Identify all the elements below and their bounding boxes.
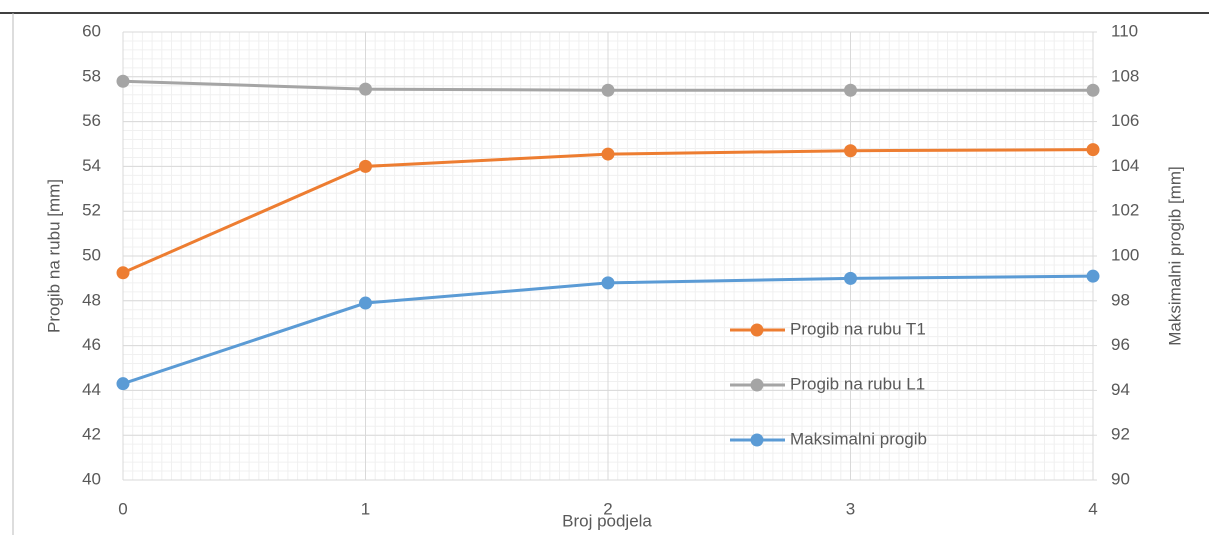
y-tick-label: 60 <box>82 21 101 40</box>
x-tick-label: 2 <box>603 499 612 518</box>
y2-tick-label: 94 <box>1111 380 1130 399</box>
y2-tick-label: 108 <box>1111 66 1139 85</box>
y2-tick-label: 98 <box>1111 290 1130 309</box>
point <box>116 266 130 280</box>
x-tick-label: 4 <box>1088 499 1097 518</box>
y-tick-label: 52 <box>82 201 101 220</box>
y-tick-label: 42 <box>82 425 101 444</box>
x-axis-title: Broj podjela <box>562 511 652 530</box>
legend-marker <box>750 378 764 392</box>
y-tick-label: 44 <box>82 380 101 399</box>
point <box>1086 269 1100 283</box>
y2-tick-label: 100 <box>1111 245 1139 264</box>
point <box>601 147 615 161</box>
y-axis-title: Progib na rubu [mm] <box>44 179 63 333</box>
y-tick-label: 46 <box>82 335 101 354</box>
y2-tick-label: 90 <box>1111 469 1130 488</box>
x-tick-label: 0 <box>118 499 127 518</box>
point <box>116 74 130 88</box>
point <box>116 377 130 391</box>
y2-axis-title: Maksimalni progib [mm] <box>1165 166 1184 346</box>
point <box>1086 83 1100 97</box>
y2-tick-label: 92 <box>1111 425 1130 444</box>
point <box>359 82 372 96</box>
point <box>844 144 857 158</box>
point <box>601 83 615 97</box>
point <box>1086 143 1100 157</box>
y-tick-label: 48 <box>82 290 101 309</box>
point <box>359 159 372 173</box>
y2-tick-label: 106 <box>1111 111 1139 130</box>
y-tick-label: 40 <box>82 469 101 488</box>
y2-tick-label: 102 <box>1111 201 1139 220</box>
y-tick-label: 54 <box>82 156 101 175</box>
legend-label: Progib na rubu L1 <box>790 374 925 393</box>
legend-marker <box>750 323 764 337</box>
y2-tick-label: 110 <box>1111 21 1138 40</box>
y-tick-label: 56 <box>82 111 101 130</box>
legend-label: Progib na rubu T1 <box>790 319 926 338</box>
point <box>844 83 857 97</box>
x-tick-label: 1 <box>361 499 370 518</box>
legend-label: Maksimalni progib <box>790 429 927 448</box>
y2-tick-label: 104 <box>1111 156 1139 175</box>
y-tick-label: 50 <box>82 245 101 264</box>
point <box>601 276 615 290</box>
y-tick-label: 58 <box>82 66 101 85</box>
x-tick-label: 3 <box>846 499 855 518</box>
y2-tick-label: 96 <box>1111 335 1130 354</box>
point <box>359 296 372 310</box>
legend-marker <box>750 433 764 447</box>
point <box>844 271 857 285</box>
